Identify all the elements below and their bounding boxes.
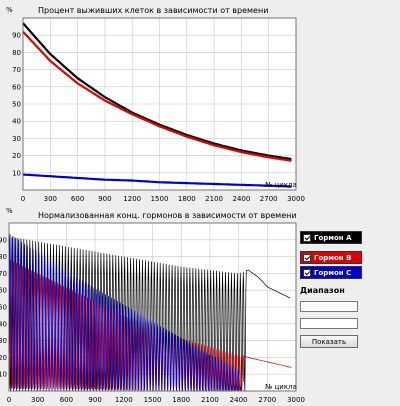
checkbox-hormone-b[interactable] bbox=[303, 253, 311, 262]
hormone-x-tick-label: 1800 bbox=[172, 396, 190, 404]
hormone-series bbox=[8, 233, 292, 392]
hormone-chart-title: Нормализованная конц. гормонов в зависим… bbox=[38, 211, 297, 220]
show-button[interactable]: Показать bbox=[300, 335, 358, 348]
legend-label-hormone-a: Гормон A bbox=[314, 233, 352, 242]
survival-x-label: № цикла bbox=[265, 181, 297, 189]
survival-plot-border bbox=[22, 17, 297, 191]
survival-x-tick-label: 2100 bbox=[205, 195, 223, 203]
hormone-x-tick-label: 0 bbox=[7, 396, 11, 404]
survival-y-tick-label: 20 bbox=[12, 152, 21, 160]
hormone-y-tick-label: 10 bbox=[0, 371, 7, 379]
range-to-input[interactable] bbox=[300, 318, 358, 329]
hormone-x-tick-label: 900 bbox=[88, 396, 101, 404]
hormone-x-tick-label: 2100 bbox=[201, 396, 219, 404]
hormone-x-tick-label: 2700 bbox=[258, 396, 276, 404]
survival-grid bbox=[23, 18, 296, 190]
hormone-y-tick-label: 30 bbox=[0, 337, 7, 345]
survival-series bbox=[22, 22, 292, 188]
survival-x-tick-label: 2700 bbox=[260, 195, 278, 203]
hormone-axes: 0 300 600 900 1200 1500 1800 2100 2400 2700 3000 10… bbox=[0, 222, 305, 404]
legend-label-hormone-b: Гормон B bbox=[314, 253, 352, 262]
hormone-x-tick-label: 1500 bbox=[144, 396, 162, 404]
survival-y-tick-label: 10 bbox=[12, 169, 21, 177]
hormone-x-tick-label: 300 bbox=[31, 396, 44, 404]
range-label: Диапазон bbox=[300, 286, 345, 295]
survival-x-tick-label: 1500 bbox=[151, 195, 169, 203]
hormone-x-tick-label: 3000 bbox=[287, 396, 305, 404]
hormone-y-tick-label: 90 bbox=[0, 236, 7, 244]
hormone-x-tick-label: 1200 bbox=[115, 396, 133, 404]
survival-y-tick-label: 80 bbox=[12, 49, 21, 57]
survival-x-tick-label: 600 bbox=[71, 195, 84, 203]
hormone-y-tick-label: 40 bbox=[0, 320, 7, 328]
legend-hormone-c[interactable]: Гормон C bbox=[300, 266, 362, 279]
hormone-y-tick-label: 50 bbox=[0, 304, 7, 312]
legend-label-hormone-c: Гормон C bbox=[314, 268, 352, 277]
hormone-x-label: № цикла bbox=[265, 383, 297, 391]
survival-axes: 0 300 600 900 1200 1500 1800 2100 2400 2700 3000 10… bbox=[12, 17, 305, 203]
survival-x-tick-label: 1800 bbox=[178, 195, 196, 203]
checkbox-hormone-a[interactable] bbox=[303, 233, 311, 242]
survival-x-tick-label: 900 bbox=[98, 195, 111, 203]
survival-series-line-2 bbox=[22, 31, 292, 162]
survival-series-line-3 bbox=[22, 173, 292, 188]
survival-y-label: % bbox=[6, 6, 13, 14]
range-from-input[interactable] bbox=[300, 301, 358, 312]
legend-hormone-b[interactable]: Гормон B bbox=[300, 251, 362, 264]
survival-chart-title: Процент выживших клеток в зависимости от… bbox=[38, 6, 268, 15]
survival-y-tick-label: 70 bbox=[12, 66, 21, 74]
hormone-plot-border bbox=[8, 222, 297, 392]
hormone-y-tick-label: 70 bbox=[0, 270, 7, 278]
survival-y-tick-label: 90 bbox=[12, 32, 21, 40]
survival-x-tick-label: 0 bbox=[21, 195, 25, 203]
survival-y-tick-label: 50 bbox=[12, 101, 21, 109]
survival-y-tick-label: 30 bbox=[12, 135, 21, 143]
survival-x-tick-label: 2400 bbox=[232, 195, 250, 203]
hormone-y-tick-label: 80 bbox=[0, 253, 7, 261]
survival-x-tick-label: 1200 bbox=[123, 195, 141, 203]
hormone-y-label: % bbox=[6, 207, 13, 215]
survival-x-tick-label: 3000 bbox=[287, 195, 305, 203]
checkbox-hormone-c[interactable] bbox=[303, 268, 311, 277]
legend-hormone-a[interactable]: Гормон A bbox=[300, 231, 362, 244]
hormone-y-tick-label: 20 bbox=[0, 354, 7, 362]
survival-y-tick-label: 60 bbox=[12, 83, 21, 91]
hormone-x-tick-label: 2400 bbox=[230, 396, 248, 404]
hormone-y-tick-label: 60 bbox=[0, 287, 7, 295]
survival-series-line-1 bbox=[22, 22, 292, 161]
hormone-series-line-3 bbox=[8, 233, 241, 391]
survival-x-tick-label: 300 bbox=[44, 195, 57, 203]
survival-y-tick-label: 40 bbox=[12, 118, 21, 126]
hormone-x-tick-label: 600 bbox=[60, 396, 73, 404]
hormone-chart: 0 300 600 900 1200 1500 1800 2100 2400 2700 3000 10… bbox=[0, 207, 305, 404]
survival-chart: 0 300 600 900 1200 1500 1800 2100 2400 2700 3000 10… bbox=[6, 6, 305, 203]
